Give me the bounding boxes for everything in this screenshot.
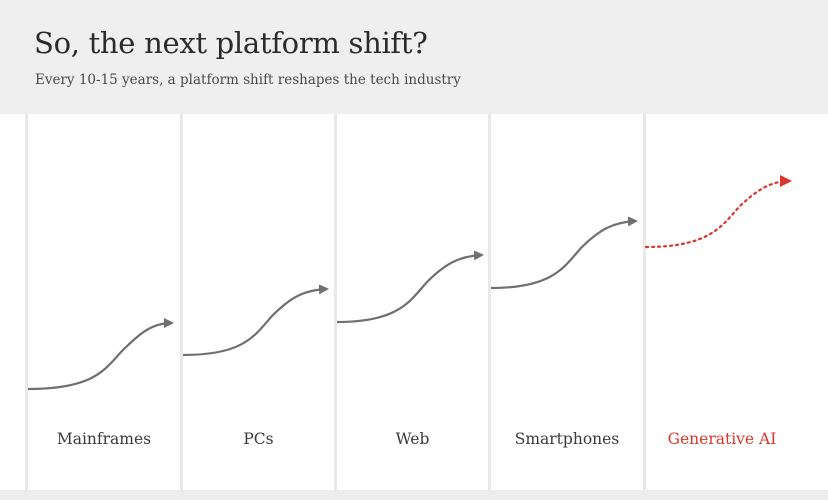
panel-pcs — [183, 114, 335, 490]
curve-pcs — [182, 284, 329, 357]
panel-generative-ai — [646, 114, 828, 490]
page-title: So, the next platform shift? — [34, 26, 428, 60]
curve-smartphones — [490, 216, 638, 290]
curve-web — [336, 250, 484, 324]
divider — [334, 114, 337, 490]
bottom-strip — [0, 490, 828, 500]
page-subtitle: Every 10-15 years, a platform shift resh… — [35, 72, 461, 88]
shift-label-mainframes: Mainframes — [56, 430, 152, 448]
shift-label-generative-ai: Generative AI — [667, 430, 777, 448]
shift-label-smartphones: Smartphones — [514, 430, 620, 448]
platform-shifts-diagram: Mainframes PCs Web Smartphones Generativ… — [0, 114, 828, 492]
header: So, the next platform shift? Every 10-15… — [0, 0, 828, 114]
curve-mainframes — [27, 318, 174, 391]
panel-web — [337, 114, 489, 490]
divider — [488, 114, 491, 490]
divider — [25, 114, 28, 490]
panel-smartphones — [491, 114, 644, 490]
curve-generative-ai — [644, 175, 792, 249]
shift-label-web: Web — [395, 430, 430, 448]
divider — [180, 114, 183, 490]
divider — [643, 114, 646, 490]
panel-mainframes — [0, 114, 181, 490]
shift-label-pcs: PCs — [243, 430, 274, 448]
